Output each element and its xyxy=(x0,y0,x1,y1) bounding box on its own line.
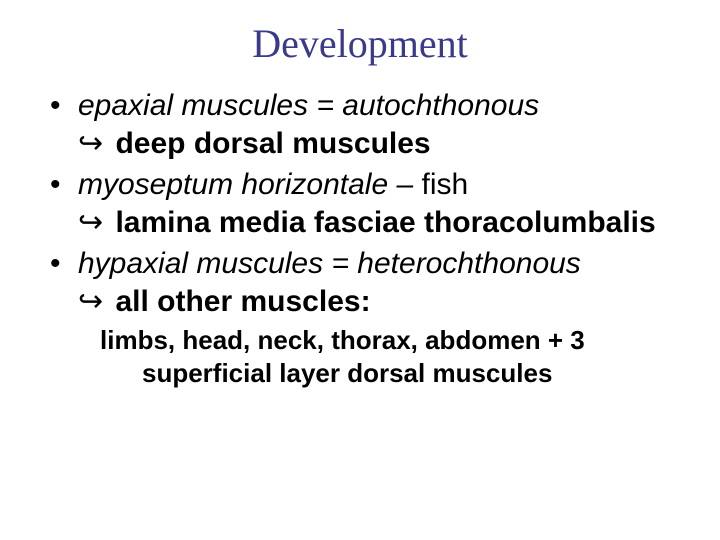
arrow-icon: ↪ xyxy=(78,125,103,163)
bullet-1-line1: epaxial muscules = autochthonous xyxy=(78,89,539,122)
slide-title: Development xyxy=(40,20,680,67)
footnote-line2: superficial layer dorsal muscules xyxy=(142,357,680,390)
arrow-icon: ↪ xyxy=(78,204,103,242)
bullet-3-line1: hypaxial muscules = heterochthonous xyxy=(78,247,581,280)
bullet-1-line2: deep dorsal muscules xyxy=(107,127,430,160)
footnote-line1: limbs, head, neck, thorax, abdomen + 3 xyxy=(100,325,585,355)
bullet-2-line1: myoseptum horizontale – xyxy=(78,168,422,201)
bullet-item-1: epaxial muscules = autochthonous ↪ deep … xyxy=(50,87,680,162)
bullet-2-line2: lamina media fasciae thoracolumbalis xyxy=(107,206,656,239)
arrow-icon: ↪ xyxy=(78,283,103,321)
bullet-2-line1-tail: fish xyxy=(422,168,469,201)
bullet-item-2: myoseptum horizontale – fish ↪ lamina me… xyxy=(50,166,680,241)
slide: Development epaxial muscules = autochtho… xyxy=(0,0,720,540)
bullet-item-3: hypaxial muscules = heterochthonous ↪ al… xyxy=(50,245,680,320)
bullet-3-line2: all other muscles: xyxy=(107,285,370,318)
footnote: limbs, head, neck, thorax, abdomen + 3 s… xyxy=(100,324,680,389)
bullet-list: epaxial muscules = autochthonous ↪ deep … xyxy=(40,87,680,320)
